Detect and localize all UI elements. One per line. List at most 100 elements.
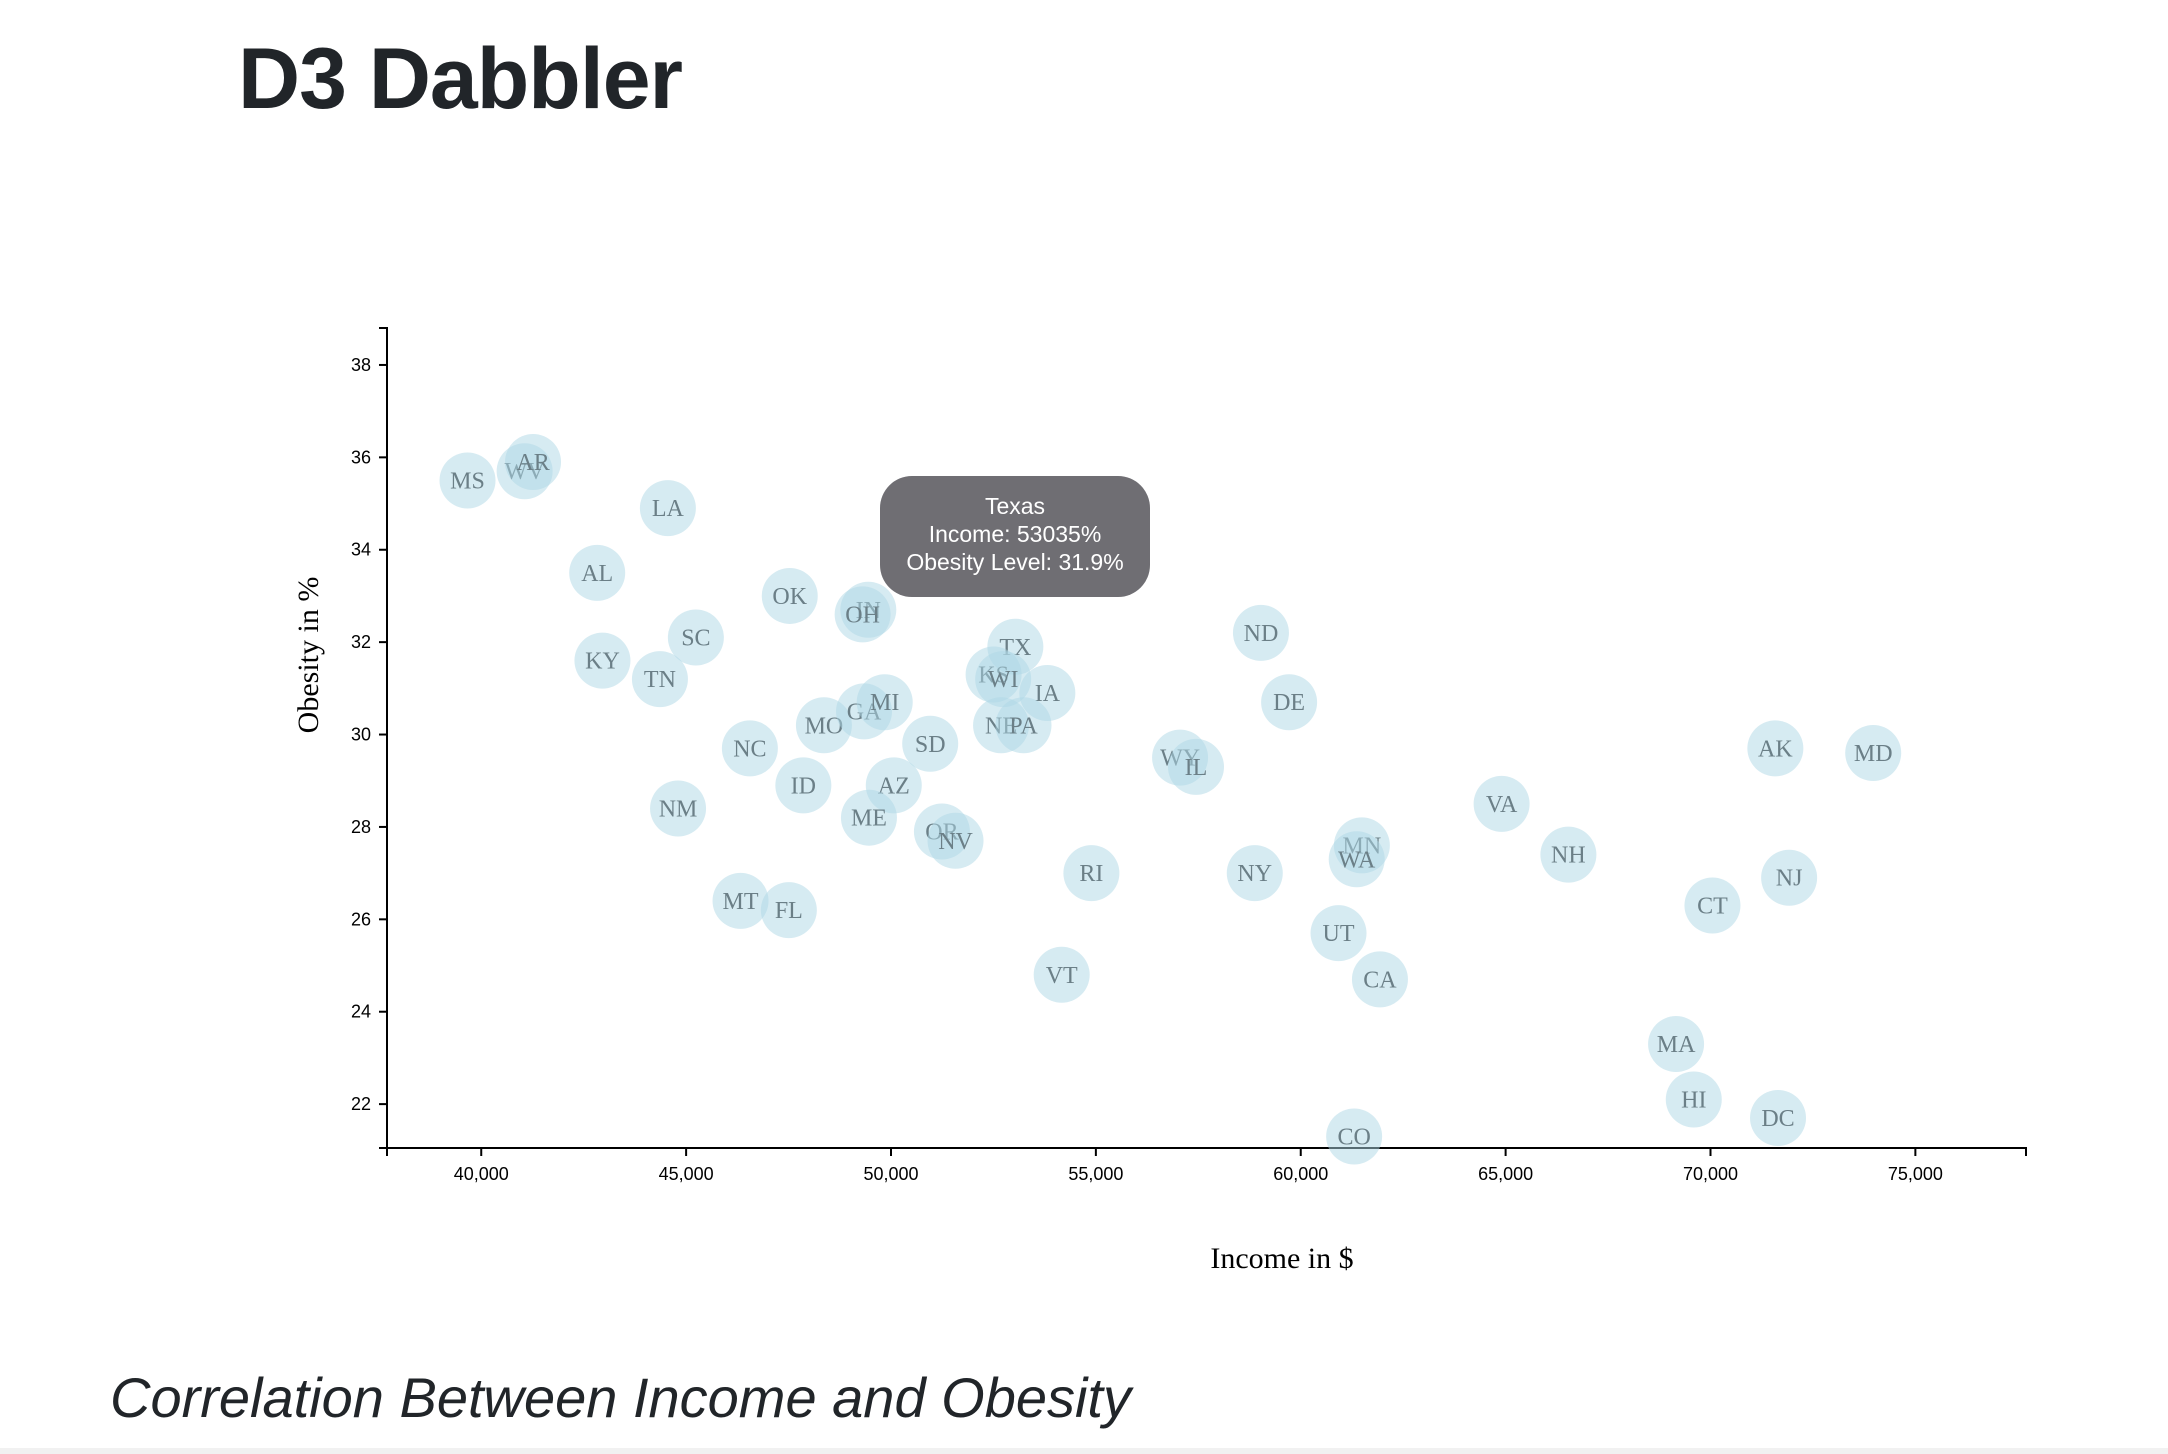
state-point-ct[interactable]: CT: [1684, 877, 1741, 934]
state-point-ma[interactable]: MA: [1648, 1016, 1705, 1073]
state-circle[interactable]: [505, 433, 562, 490]
state-point-me[interactable]: ME: [840, 789, 897, 846]
state-circle[interactable]: [840, 789, 897, 846]
state-circle[interactable]: [439, 452, 496, 509]
state-label: NH: [1551, 843, 1586, 869]
state-circle[interactable]: [1750, 1089, 1807, 1146]
state-label: SC: [681, 626, 710, 652]
state-point-nc[interactable]: NC: [721, 720, 778, 777]
state-point-sd[interactable]: SD: [902, 715, 959, 772]
x-tick-label: 50,000: [863, 1164, 918, 1184]
state-point-dc[interactable]: DC: [1750, 1089, 1807, 1146]
state-circle[interactable]: [712, 872, 769, 929]
state-point-mt[interactable]: MT: [712, 872, 769, 929]
state-point-nh[interactable]: NH: [1540, 826, 1597, 883]
y-axis-line: [379, 327, 388, 1149]
state-circle[interactable]: [1261, 674, 1318, 731]
state-circle[interactable]: [1063, 845, 1120, 902]
state-point-co[interactable]: CO: [1326, 1108, 1383, 1165]
state-point-fl[interactable]: FL: [760, 882, 817, 939]
y-axis-title: Obesity in %: [292, 577, 325, 734]
state-label: IL: [1185, 755, 1208, 781]
state-point-ok[interactable]: OK: [761, 567, 818, 624]
state-circle[interactable]: [834, 586, 891, 643]
state-circle[interactable]: [631, 651, 688, 708]
state-label: TN: [644, 667, 676, 693]
state-point-pa[interactable]: PA: [995, 697, 1052, 754]
state-label: KY: [585, 649, 620, 675]
state-label: ME: [851, 806, 887, 832]
state-point-ar[interactable]: AR: [505, 433, 562, 490]
state-circle[interactable]: [1310, 905, 1367, 962]
state-circle[interactable]: [1473, 775, 1530, 832]
state-circle[interactable]: [902, 715, 959, 772]
state-point-ut[interactable]: UT: [1310, 905, 1367, 962]
state-circle[interactable]: [650, 780, 707, 837]
state-circle[interactable]: [721, 720, 778, 777]
state-point-il[interactable]: IL: [1168, 738, 1225, 795]
state-circle[interactable]: [761, 567, 818, 624]
state-label: NV: [938, 829, 973, 855]
state-point-al[interactable]: AL: [569, 544, 626, 601]
y-tick-label: 22: [351, 1094, 371, 1114]
state-label: NM: [659, 796, 698, 822]
state-circle[interactable]: [1226, 845, 1283, 902]
state-circle[interactable]: [975, 651, 1032, 708]
state-point-md[interactable]: MD: [1845, 725, 1902, 782]
state-circle[interactable]: [1761, 849, 1818, 906]
state-label: NJ: [1776, 866, 1803, 892]
state-point-mi[interactable]: MI: [856, 674, 913, 731]
state-circle[interactable]: [1747, 720, 1804, 777]
x-tick-label: 60,000: [1273, 1164, 1328, 1184]
state-point-nv[interactable]: NV: [927, 812, 984, 869]
state-circle[interactable]: [569, 544, 626, 601]
state-circle[interactable]: [1684, 877, 1741, 934]
state-point-ny[interactable]: NY: [1226, 845, 1283, 902]
state-point-nd[interactable]: ND: [1232, 604, 1289, 661]
state-label: WI: [988, 667, 1019, 693]
state-circle[interactable]: [856, 674, 913, 731]
state-point-ms[interactable]: MS: [439, 452, 496, 509]
state-point-id[interactable]: ID: [775, 757, 832, 814]
state-circle[interactable]: [1540, 826, 1597, 883]
state-point-ak[interactable]: AK: [1747, 720, 1804, 777]
state-circle[interactable]: [995, 697, 1052, 754]
state-point-va[interactable]: VA: [1473, 775, 1530, 832]
state-circle[interactable]: [1351, 951, 1408, 1008]
state-circle[interactable]: [574, 632, 631, 689]
state-circle[interactable]: [760, 882, 817, 939]
state-circle[interactable]: [927, 812, 984, 869]
state-point-wi[interactable]: WI: [975, 651, 1032, 708]
state-point-la[interactable]: LA: [639, 480, 696, 537]
y-tick-label: 24: [351, 1002, 371, 1022]
state-point-ky[interactable]: KY: [574, 632, 631, 689]
state-point-de[interactable]: DE: [1261, 674, 1318, 731]
state-label: NC: [733, 736, 766, 762]
state-point-tn[interactable]: TN: [631, 651, 688, 708]
state-circle[interactable]: [1328, 831, 1385, 888]
state-circle[interactable]: [1168, 738, 1225, 795]
tooltip: Texas Income: 53035% Obesity Level: 31.9…: [880, 476, 1150, 597]
state-circle[interactable]: [775, 757, 832, 814]
state-point-ri[interactable]: RI: [1063, 845, 1120, 902]
state-point-sc[interactable]: SC: [667, 609, 724, 666]
state-circle[interactable]: [1033, 946, 1090, 1003]
x-tick-label: 40,000: [454, 1164, 509, 1184]
state-label: ND: [1244, 621, 1279, 647]
state-point-wa[interactable]: WA: [1328, 831, 1385, 888]
state-circle[interactable]: [1326, 1108, 1383, 1165]
x-tick-label: 70,000: [1683, 1164, 1738, 1184]
state-label: MI: [870, 690, 899, 716]
state-point-nm[interactable]: NM: [650, 780, 707, 837]
state-circle[interactable]: [1845, 725, 1902, 782]
state-circle[interactable]: [639, 480, 696, 537]
state-point-oh[interactable]: OH: [834, 586, 891, 643]
state-point-vt[interactable]: VT: [1033, 946, 1090, 1003]
state-point-nj[interactable]: NJ: [1761, 849, 1818, 906]
state-circle[interactable]: [1232, 604, 1289, 661]
state-circle[interactable]: [1665, 1071, 1722, 1128]
state-circle[interactable]: [1648, 1016, 1705, 1073]
state-point-hi[interactable]: HI: [1665, 1071, 1722, 1128]
state-point-ca[interactable]: CA: [1351, 951, 1408, 1008]
state-circle[interactable]: [667, 609, 724, 666]
